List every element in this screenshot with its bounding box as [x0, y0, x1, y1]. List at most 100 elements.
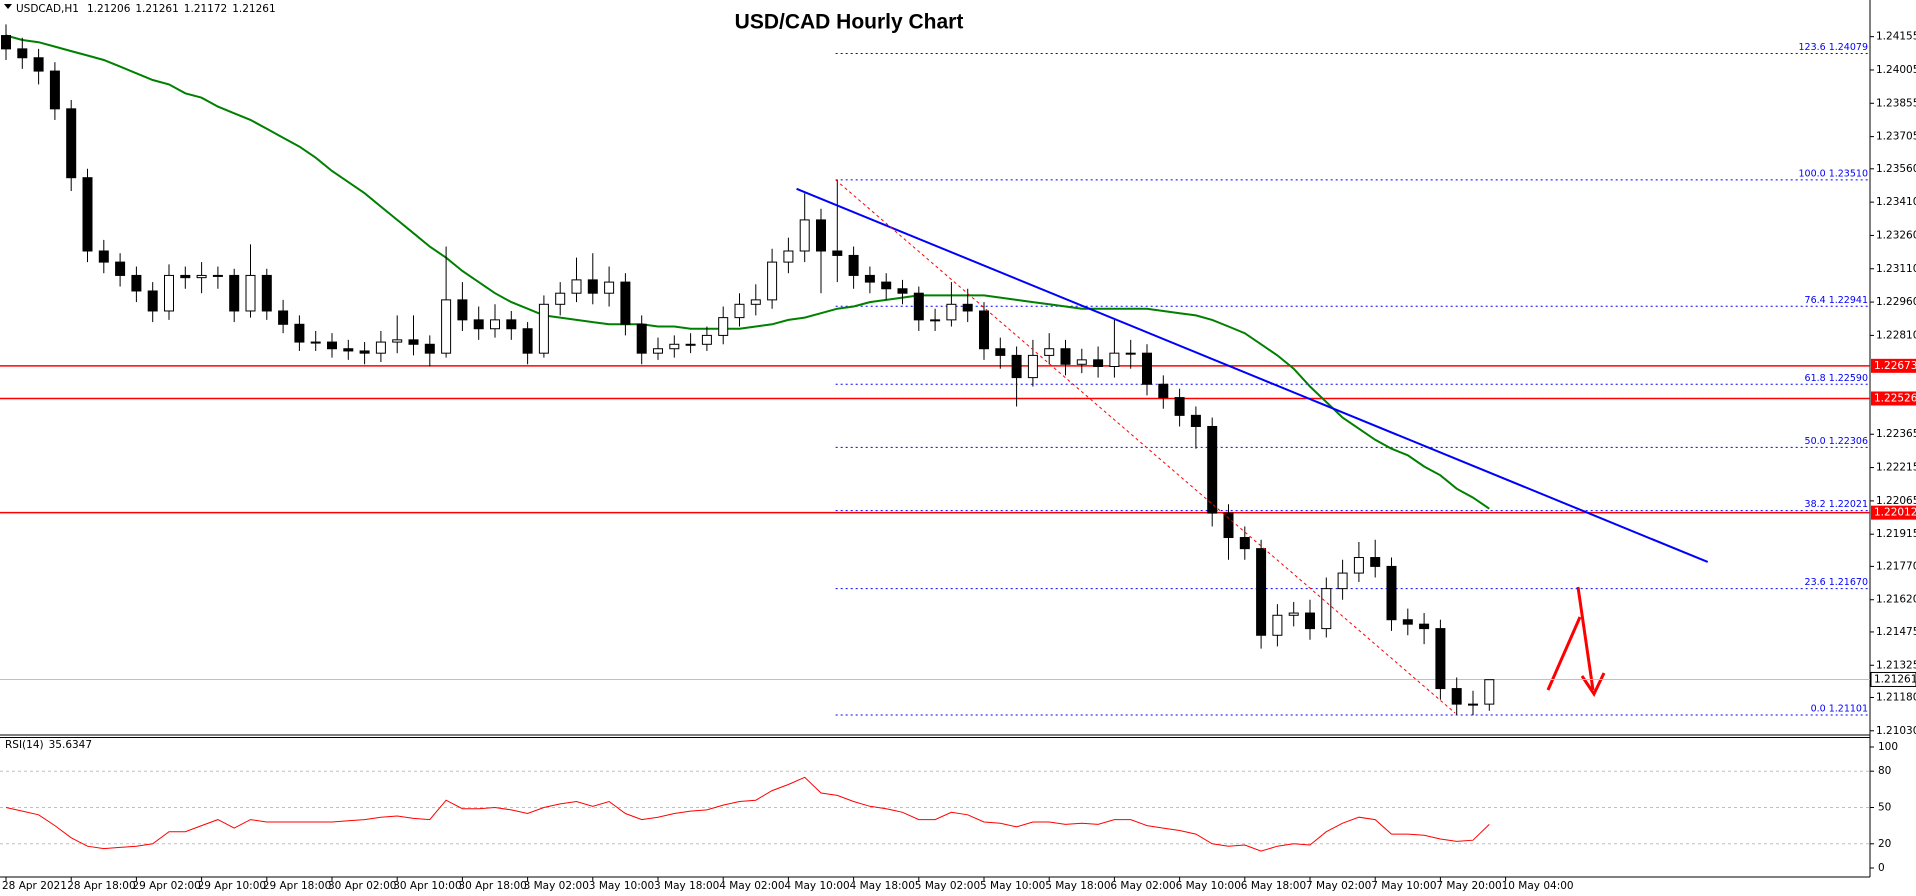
candle-body	[587, 279, 598, 294]
x-tick-label: 6 May 02:00	[1110, 880, 1175, 892]
candle-body	[115, 261, 126, 276]
trendline	[796, 187, 1709, 563]
candle-body	[1060, 348, 1071, 365]
candle-body	[913, 292, 924, 321]
open-price: 1.21206	[87, 3, 131, 15]
y-tick-label: 1.21030	[1876, 725, 1916, 737]
candle-body	[669, 343, 680, 350]
candle-body	[1288, 612, 1299, 616]
candle-body	[1321, 588, 1332, 630]
candle-body	[571, 279, 582, 294]
candle-body	[441, 299, 452, 354]
candle-body	[1484, 679, 1495, 705]
level-label-box	[1871, 358, 1916, 373]
candle-body	[327, 341, 337, 350]
x-tick-label: 30 Apr 10:00	[393, 880, 461, 892]
candle-body	[653, 348, 663, 354]
candle-body	[1451, 688, 1462, 705]
candle-body	[1044, 348, 1055, 356]
y-tick-label: 1.23110	[1876, 263, 1916, 275]
candle-body	[1386, 565, 1397, 621]
candle-body	[979, 310, 989, 350]
candle-body	[261, 274, 272, 312]
candle-body	[66, 108, 77, 179]
x-tick-label: 7 May 10:00	[1371, 880, 1436, 892]
x-tick-label: 5 May 10:00	[980, 880, 1045, 892]
x-tick-label: 6 May 10:00	[1176, 880, 1241, 892]
candle-body	[212, 274, 223, 277]
x-tick-label: 30 Apr 02:00	[328, 880, 396, 892]
candle-body	[408, 339, 419, 345]
rsi-tick-label: 20	[1878, 838, 1891, 850]
down-arrow	[1576, 586, 1606, 698]
fib-label: 50.0 1.22306	[1805, 436, 1868, 447]
candle-body	[946, 303, 957, 321]
candle-body	[1190, 414, 1201, 427]
candle-body	[1093, 359, 1104, 368]
candle-body	[1223, 512, 1234, 539]
y-tick-label: 1.24005	[1876, 64, 1916, 76]
x-tick-label: 3 May 10:00	[589, 880, 654, 892]
x-tick-label: 4 May 10:00	[784, 880, 849, 892]
candle-body	[310, 341, 321, 344]
rsi-tick-label: 0	[1878, 862, 1885, 874]
current-price-box	[1870, 671, 1916, 687]
y-tick-label: 1.22215	[1876, 462, 1916, 474]
candle-body	[750, 299, 761, 305]
candle-body	[1109, 352, 1120, 368]
rsi-tick-label: 50	[1878, 802, 1891, 814]
candle-body	[1011, 354, 1022, 379]
candle-body	[995, 348, 1006, 356]
x-tick-label: 10 May 04:00	[1502, 880, 1574, 892]
fib-label: 76.4 1.22941	[1805, 295, 1868, 306]
candle-body	[1239, 537, 1250, 550]
candle-body	[897, 288, 908, 294]
rsi-tick-label: 100	[1878, 741, 1898, 753]
candle-body	[555, 292, 566, 305]
candle-body	[490, 319, 500, 330]
candle-body	[229, 274, 240, 312]
candle-body	[392, 339, 403, 343]
candle-body	[734, 303, 745, 319]
candle-body	[245, 274, 256, 312]
candle-body	[636, 323, 647, 354]
rsi-header: RSI(14) 35.6347	[5, 739, 92, 751]
candle-body	[359, 350, 370, 354]
candle-body	[98, 250, 109, 263]
candle-body	[196, 274, 207, 279]
candle-body	[278, 310, 289, 325]
candle-body	[1468, 703, 1478, 706]
candle-body	[701, 334, 712, 345]
fib-label: 38.2 1.22021	[1805, 499, 1868, 510]
candle-body	[848, 254, 859, 276]
high-price: 1.21261	[135, 3, 178, 15]
x-tick-label: 6 May 18:00	[1241, 880, 1306, 892]
candle-body	[1370, 557, 1381, 567]
candle-body	[473, 319, 484, 330]
y-tick-label: 1.22065	[1876, 495, 1916, 507]
y-tick-label: 1.23855	[1876, 97, 1916, 109]
candle-body	[620, 281, 631, 325]
candle-body	[506, 319, 517, 330]
y-tick-label: 1.23705	[1876, 131, 1916, 143]
candle-body	[538, 303, 549, 354]
candle-body	[832, 250, 843, 256]
rsi-title: RSI(14)	[5, 739, 44, 751]
level-label-box	[1871, 391, 1916, 406]
candle-body	[816, 219, 826, 252]
candle-body	[1158, 383, 1169, 399]
fib-label: 61.8 1.22590	[1805, 373, 1868, 384]
x-tick-label: 28 Apr 18:00	[67, 880, 135, 892]
level-label: 1.22012	[1874, 507, 1916, 519]
candle-body	[1305, 612, 1315, 630]
current-price-label: 1.21261	[1874, 673, 1916, 685]
x-tick-label: 5 May 18:00	[1045, 880, 1110, 892]
level-label: 1.22673	[1874, 360, 1916, 372]
y-tick-label: 1.21325	[1876, 659, 1916, 671]
candle-body	[799, 219, 810, 252]
fib-label: 0.0 1.21101	[1811, 704, 1868, 715]
fib-label: 123.6 1.24079	[1798, 42, 1868, 53]
candle-body	[131, 274, 142, 292]
candle-body	[33, 57, 44, 72]
